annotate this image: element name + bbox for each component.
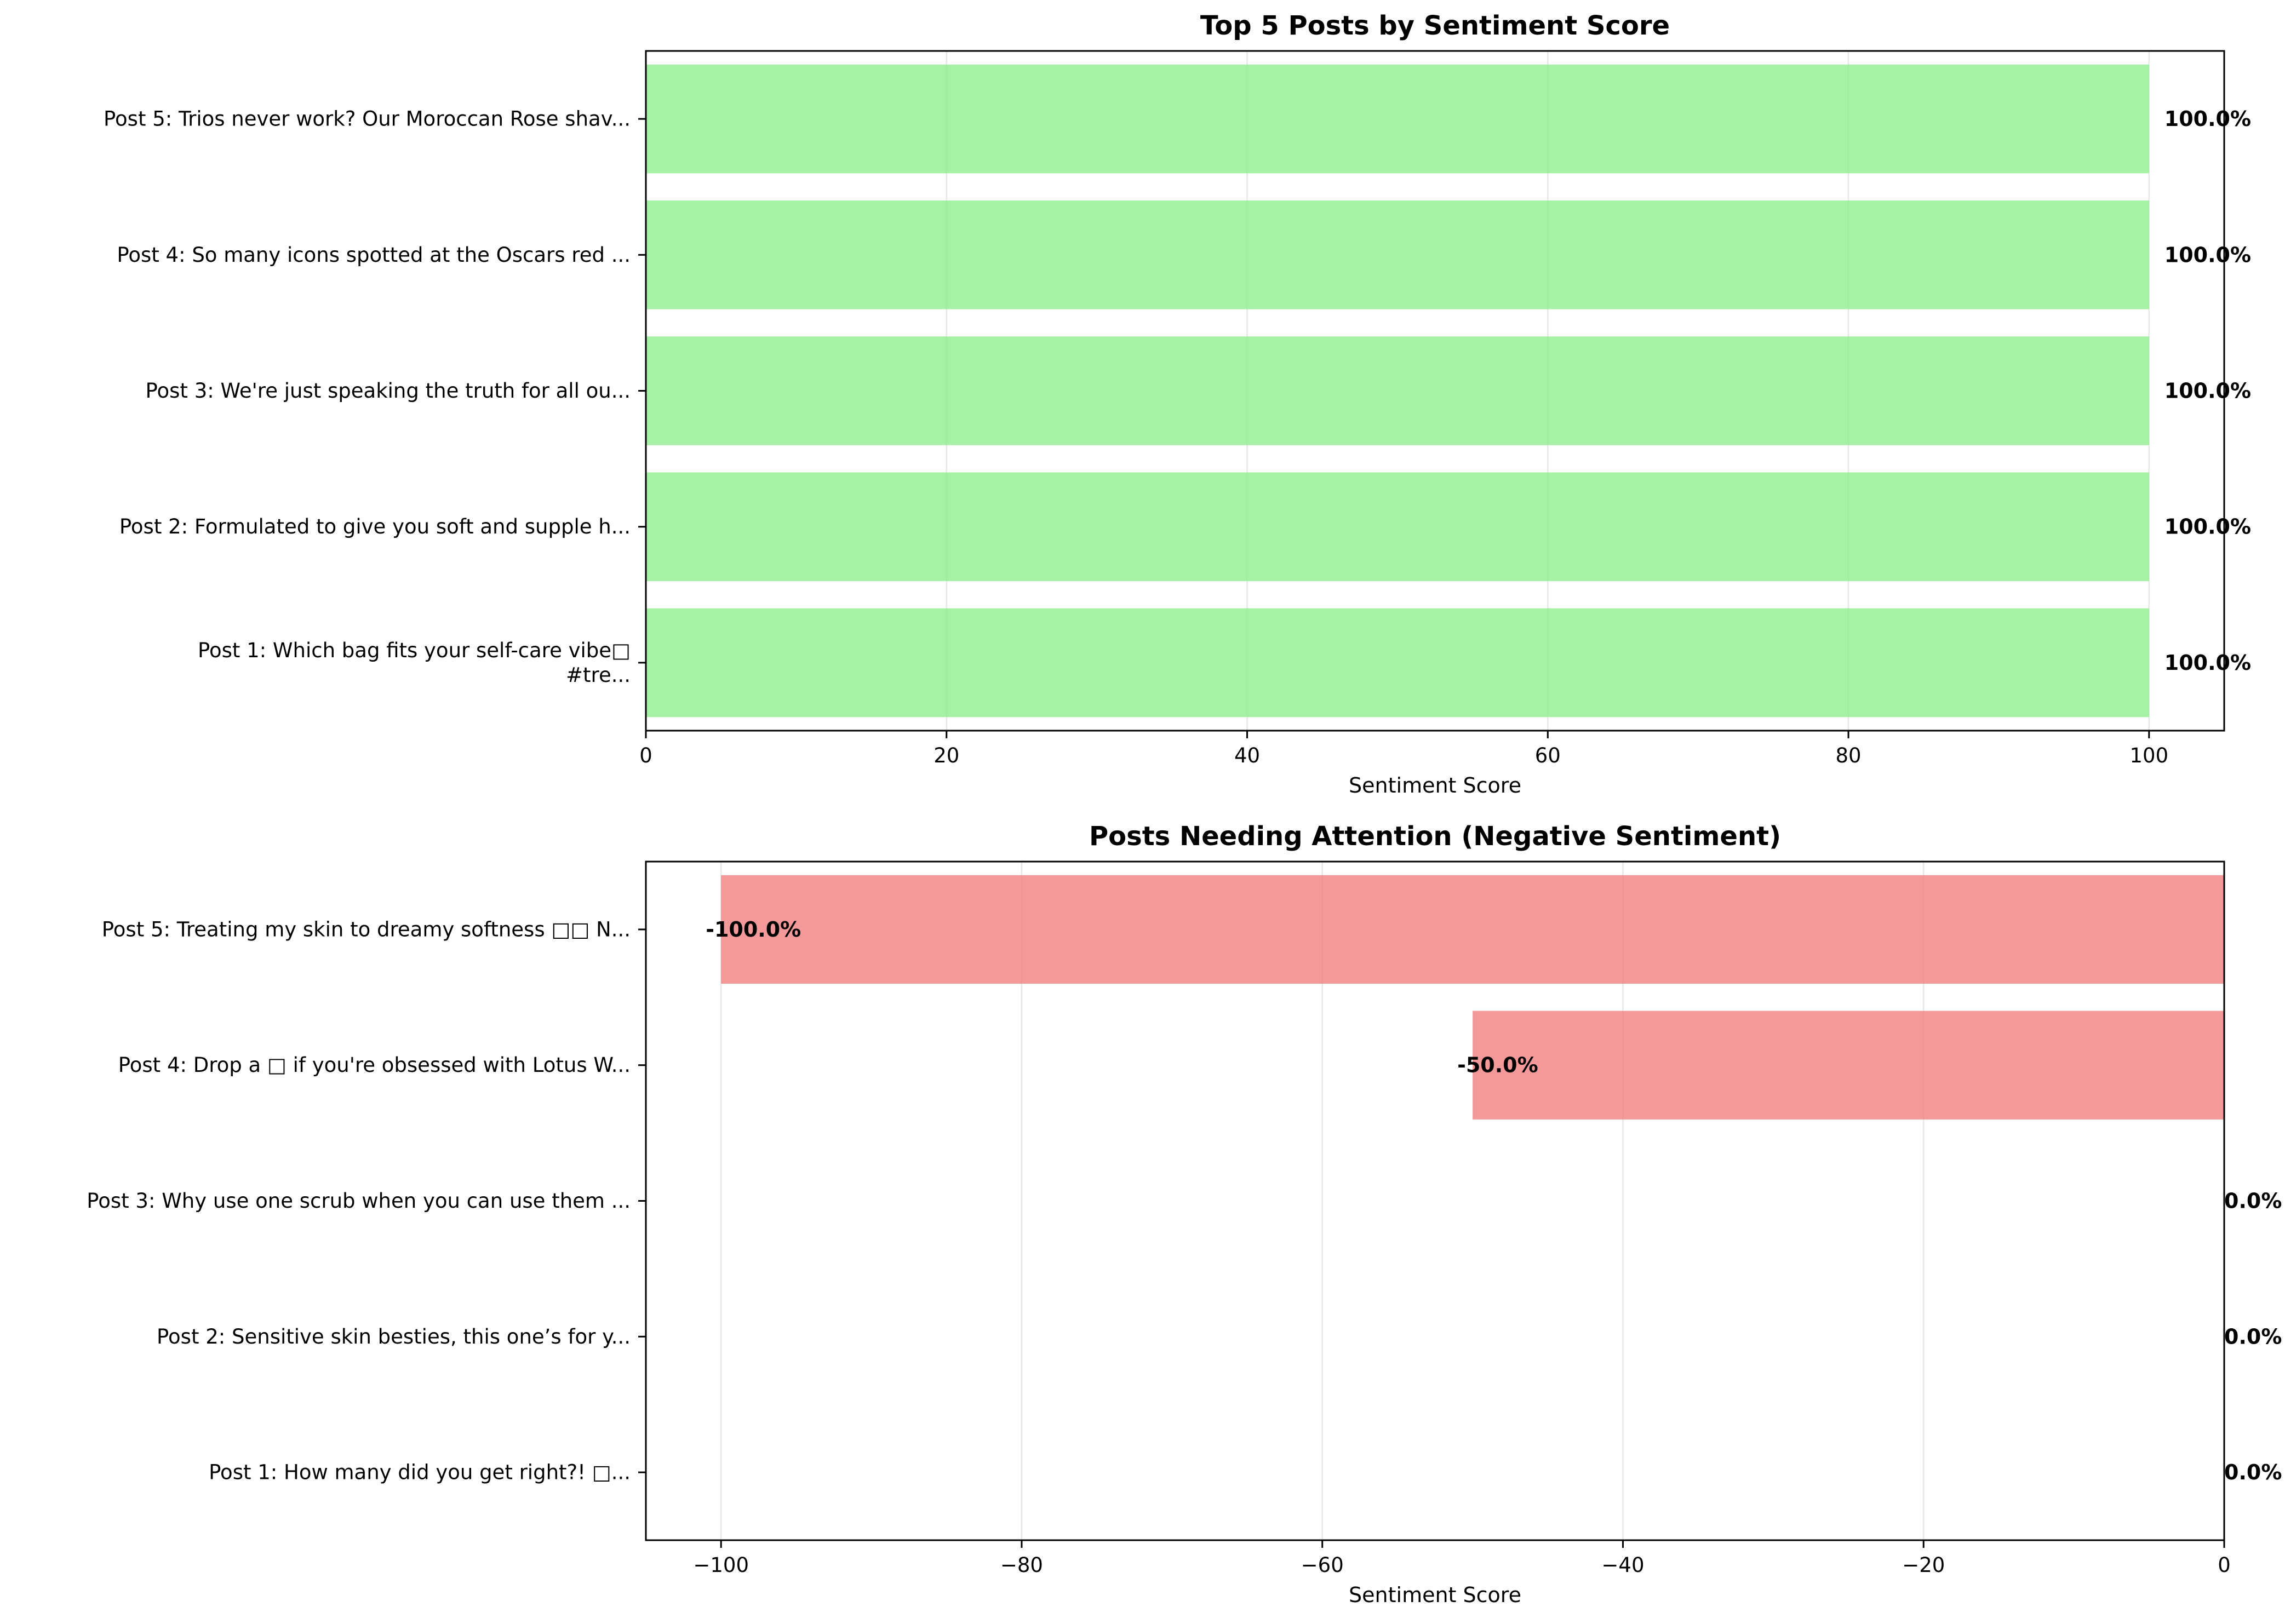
y-tick-label: Post 4: So many icons spotted at the Osc… [117,243,631,267]
chart-title: Top 5 Posts by Sentiment Score [1200,10,1670,41]
x-tick-label: −40 [1601,1553,1644,1577]
bar [646,608,2149,718]
data-label: -100.0% [706,917,801,942]
x-tick-label: 80 [1836,744,1862,767]
y-tick-label: Post 2: Formulated to give you soft and … [119,515,631,538]
y-tick-label: Post 1: How many did you get right?! □..… [209,1461,631,1484]
x-tick-label: −80 [1000,1553,1043,1577]
y-tick-label-line: Post 4: Drop a □ if you're obsessed with… [118,1053,631,1077]
y-tick-label: Post 5: Treating my skin to dreamy softn… [102,917,631,941]
y-tick-label-line: Post 2: Formulated to give you soft and … [119,515,631,538]
data-label: 0.0% [2224,1460,2282,1484]
y-tick-label-line: Post 3: We're just speaking the truth fo… [146,379,631,403]
y-tick-label: Post 5: Trios never work? Our Moroccan R… [104,107,631,131]
data-label: 0.0% [2224,1324,2282,1348]
y-tick-label: Post 3: We're just speaking the truth fo… [146,379,631,403]
y-tick-label: Post 2: Sensitive skin besties, this one… [157,1325,631,1348]
x-axis-label: Sentiment Score [1349,773,1521,797]
bar [1473,1011,2224,1120]
data-label: 100.0% [2164,651,2251,675]
y-tick-label-line: Post 1: Which bag fits your self-care vi… [198,639,631,662]
negative-sentiment-panel: 0.0% 0.0% 0.0% -50.0% -100.0% −100 −80 −60 −40 −2… [87,821,2282,1607]
data-label: 100.0% [2164,379,2251,403]
x-axis-label: Sentiment Score [1349,1583,1521,1607]
y-tick-label-line: Post 4: So many icons spotted at the Osc… [117,243,631,267]
positive-sentiment-panel: 100.0% 100.0% 100.0% 100.0% 100.0% 0 20 40 60 80 1… [104,10,2251,797]
bar [646,472,2149,581]
y-tick-label-line: Post 1: How many did you get right?! □..… [209,1461,631,1484]
data-label: -50.0% [1457,1053,1538,1077]
x-tick-label: −100 [693,1553,749,1577]
y-tick-label-line: #tre... [566,663,631,687]
data-label: 100.0% [2164,515,2251,539]
data-label: 100.0% [2164,243,2251,267]
x-tick-label: 100 [2129,744,2168,767]
bar [646,64,2149,174]
y-tick-label-line: Post 5: Trios never work? Our Moroccan R… [104,107,631,131]
x-tick-label: −60 [1301,1553,1344,1577]
y-tick-label: Post 4: Drop a □ if you're obsessed with… [118,1053,631,1077]
chart-title: Posts Needing Attention (Negative Sentim… [1089,821,1781,852]
bar [646,200,2149,309]
x-tick-label: 20 [934,744,959,767]
data-label: 100.0% [2164,107,2251,131]
bar [646,336,2149,445]
x-tick-label: 40 [1234,744,1260,767]
y-tick-label-line: Post 2: Sensitive skin besties, this one… [157,1325,631,1348]
x-tick-label: 0 [2218,1553,2231,1577]
y-tick-label: Post 3: Why use one scrub when you can u… [87,1189,631,1213]
y-tick-label-line: Post 5: Treating my skin to dreamy softn… [102,917,631,941]
x-tick-label: 60 [1535,744,1561,767]
y-tick-label-line: Post 3: Why use one scrub when you can u… [87,1189,631,1213]
y-tick-label: Post 1: Which bag fits your self-care vi… [198,639,631,687]
bar [721,875,2224,984]
data-label: 0.0% [2224,1189,2282,1213]
x-tick-label: 0 [639,744,652,767]
x-tick-label: −20 [1902,1553,1945,1577]
